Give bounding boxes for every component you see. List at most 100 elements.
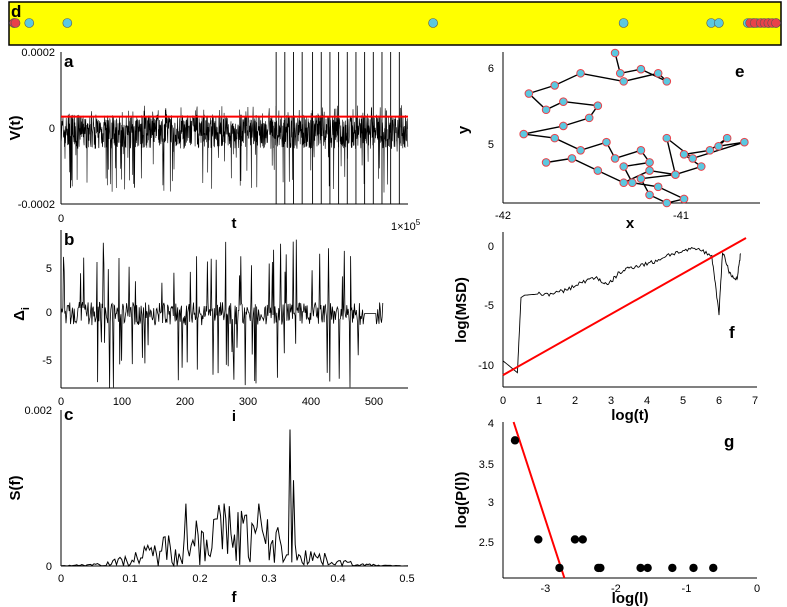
panel-b-label: b <box>64 230 74 249</box>
e-xlabel: x <box>626 215 635 232</box>
b-xlabel: i <box>232 408 236 425</box>
e-trajectory-point-35 <box>688 154 697 163</box>
e-trajectory-point-29 <box>696 162 706 171</box>
panel-d-event-cyan-2 <box>62 18 73 28</box>
b-ylabel-sub: i <box>20 307 32 310</box>
f-xtick-0: 0 <box>500 395 506 407</box>
e-trajectory-point-37 <box>671 170 680 179</box>
panel-d-event-cyan-4 <box>618 18 629 28</box>
g-xtick--2: -2 <box>611 583 621 595</box>
panel-d-strip <box>8 1 782 46</box>
e-trajectory-point-17 <box>602 137 611 147</box>
f-fit-line <box>502 237 747 376</box>
panel-d-event-cyan-3 <box>428 18 438 28</box>
e-trajectory-point-5 <box>619 77 628 86</box>
g-point-9 <box>668 563 677 573</box>
e-trajectory-point-41 <box>567 154 577 163</box>
panel-d-event-red-1 <box>10 18 21 28</box>
a-ytick-top: 0.0002 <box>21 47 55 59</box>
e-trajectory-point-33 <box>714 141 723 151</box>
panel-c-label: c <box>64 405 73 424</box>
e-trajectory-point-40 <box>593 166 603 175</box>
g-xtick--3: -3 <box>540 583 550 595</box>
panel-b: b 5 0 -5 0 100 200 300 400 500 i Δi <box>11 230 408 425</box>
e-trajectory-point-34 <box>740 137 749 147</box>
f-xtick-1: 1 <box>536 395 542 407</box>
b-ytick-5: 5 <box>46 263 52 275</box>
e-trajectory-point-8 <box>524 89 534 98</box>
e-trajectory-point-25 <box>662 198 672 208</box>
e-trajectory-point-19 <box>636 145 646 155</box>
e-trajectory-point-4 <box>653 68 663 78</box>
c-xtick-04: 0.4 <box>330 573 345 585</box>
g-point-1 <box>534 535 543 544</box>
e-trajectory-point-30 <box>679 150 689 159</box>
b-ylabel: Δi <box>11 307 32 321</box>
g-ylabel: log(P(l)) <box>453 472 470 529</box>
e-trajectory-point-13 <box>559 121 568 131</box>
b-xtick-400: 400 <box>302 396 320 408</box>
g-ytick-35: 3.5 <box>479 459 494 471</box>
e-trajectory-point-9 <box>541 105 551 115</box>
f-xtick-6: 6 <box>716 395 722 407</box>
b-xtick-200: 200 <box>176 396 194 408</box>
c-xtick-05: 0.5 <box>399 573 414 585</box>
panel-d-label: d <box>11 2 21 21</box>
a-series-vt <box>60 105 409 193</box>
f-xtick-3: 3 <box>608 395 614 407</box>
panel-d: d <box>8 1 782 46</box>
g-point-3 <box>570 535 580 544</box>
b-ytick-0: 0 <box>46 307 52 319</box>
e-trajectory-point-2 <box>636 64 646 74</box>
f-series-msd <box>502 247 742 374</box>
e-trajectory-point-31 <box>705 145 715 155</box>
e-trajectory-point-18 <box>610 154 620 163</box>
e-trajectory-point-10 <box>559 97 568 106</box>
panel-a: a 0.0002 0 -0.0002 0 1×105 t V(t) <box>7 47 421 233</box>
a-xlabel: t <box>232 215 237 232</box>
panel-a-label: a <box>64 52 74 71</box>
panel-d-event-cyan-1 <box>24 18 35 28</box>
c-series-sf <box>60 429 409 568</box>
g-ytick-4: 4 <box>488 418 494 430</box>
panel-c: c 0.002 0 0 0.1 0.2 0.3 0.4 0.5 f S(f) <box>7 405 415 606</box>
panel-e-label: e <box>735 62 744 81</box>
f-xtick-7: 7 <box>752 395 758 407</box>
panel-g: g 4 3.5 3 2.5 -3 -2 -1 0 log(l) log(P(l)) <box>453 418 760 607</box>
a-xtick-exponent: 5 <box>416 218 421 227</box>
e-trajectory-point-36 <box>662 133 672 143</box>
b-series-delta <box>60 239 384 388</box>
g-point-0 <box>510 436 520 445</box>
e-xtick-42: -42 <box>495 210 511 222</box>
panel-f-label: f <box>729 323 735 342</box>
f-ylabel: log(MSD) <box>453 277 470 343</box>
f-xlabel: log(t) <box>611 407 648 424</box>
panel-g-label: g <box>724 432 734 451</box>
g-ytick-25: 2.5 <box>479 537 494 549</box>
e-trajectory-point-20 <box>645 158 654 167</box>
e-trajectory-point-21 <box>619 162 628 171</box>
a-ylabel: V(t) <box>7 116 24 141</box>
e-trajectory-point-15 <box>550 133 560 143</box>
panel-d-event-cyan-6 <box>714 18 724 28</box>
f-xtick-2: 2 <box>572 395 578 407</box>
a-xtick-1e5: 1×105 <box>391 218 421 233</box>
c-xlabel: f <box>232 589 238 606</box>
e-trajectory-point-23 <box>653 182 663 192</box>
e-trajectory-point-24 <box>679 194 689 204</box>
e-trajectory-point-22 <box>628 178 637 188</box>
g-point-6 <box>596 563 605 573</box>
b-ytick-m5: -5 <box>42 355 52 367</box>
g-point-7 <box>636 563 645 573</box>
e-xtick-41: -41 <box>673 210 689 222</box>
b-xtick-100: 100 <box>113 396 131 408</box>
a-ytick-bot: -0.0002 <box>18 199 55 211</box>
c-ytick-0: 0 <box>46 561 52 573</box>
e-trajectory-point-12 <box>584 113 594 123</box>
e-trajectory-point-42 <box>541 158 551 167</box>
a-ytick-mid: 0 <box>49 123 55 135</box>
f-ytick-m5: -5 <box>484 300 494 312</box>
c-ylabel: S(f) <box>7 476 24 501</box>
f-xtick-5: 5 <box>680 395 686 407</box>
e-trajectory-point-3 <box>662 77 672 86</box>
